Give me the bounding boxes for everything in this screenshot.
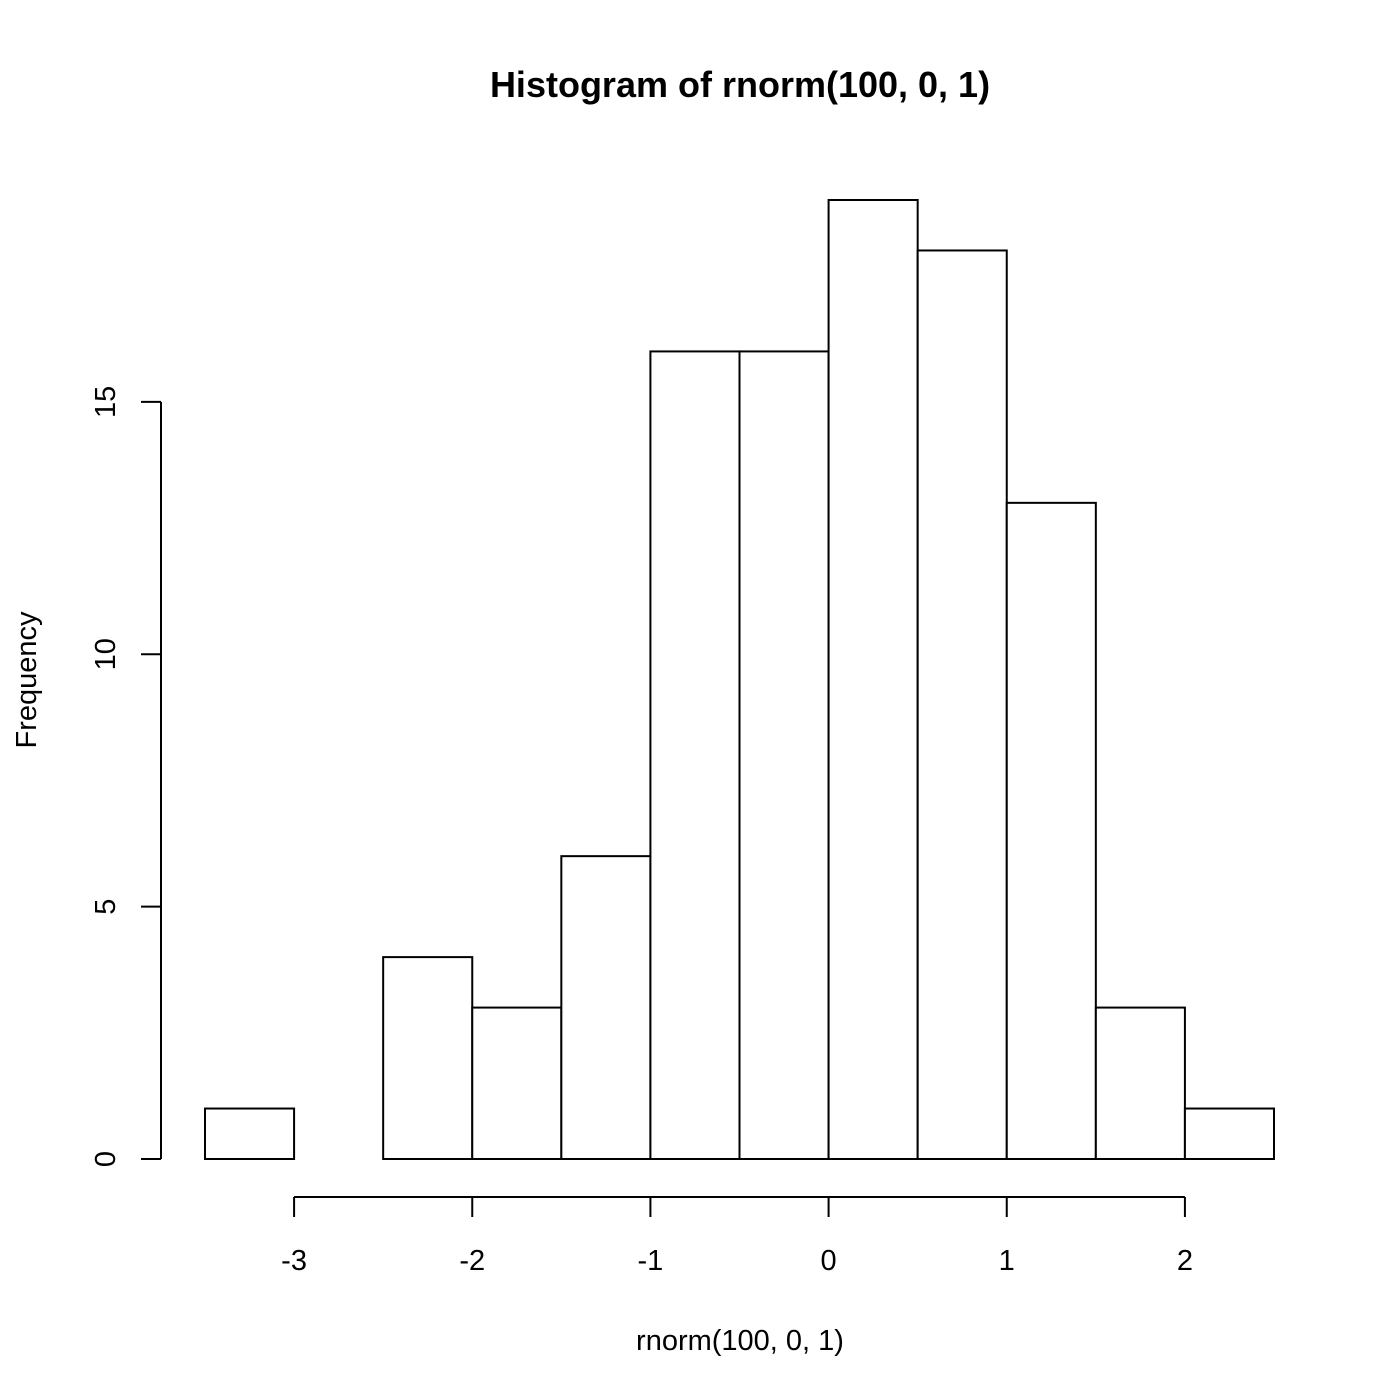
x-tick-label: 0 [821,1245,837,1277]
histogram-bar [738,350,830,1160]
histogram-bar [827,199,919,1160]
histogram-bar [560,855,652,1160]
y-axis: 0 5 10 15 [90,386,162,1167]
x-tick-label: 2 [1177,1245,1193,1277]
histogram-bar [382,956,474,1161]
x-axis-label: rnorm(100, 0, 1) [636,1325,844,1357]
x-tick-label: -1 [638,1245,664,1277]
histogram-bar [1094,1006,1186,1160]
histogram-bar [1183,1107,1275,1161]
bars-group [204,199,1275,1161]
y-tick-label: 0 [90,1151,122,1167]
x-tick-label: -2 [459,1245,485,1277]
x-axis: -3 -2 -1 0 1 2 [281,1196,1193,1277]
y-tick-label: 15 [90,386,122,418]
histogram-bar [649,350,741,1160]
x-tick-label: 1 [999,1245,1015,1277]
histogram-bar [204,1107,296,1161]
y-tick-label: 10 [90,638,122,670]
x-tick-label: -3 [281,1245,307,1277]
chart-title: Histogram of rnorm(100, 0, 1) [490,64,990,105]
histogram-bar [471,1006,563,1160]
y-tick-label: 5 [90,899,122,915]
histogram-bar [1005,501,1097,1160]
y-axis-label: Frequency [11,611,43,749]
histogram-bar [916,249,1008,1160]
